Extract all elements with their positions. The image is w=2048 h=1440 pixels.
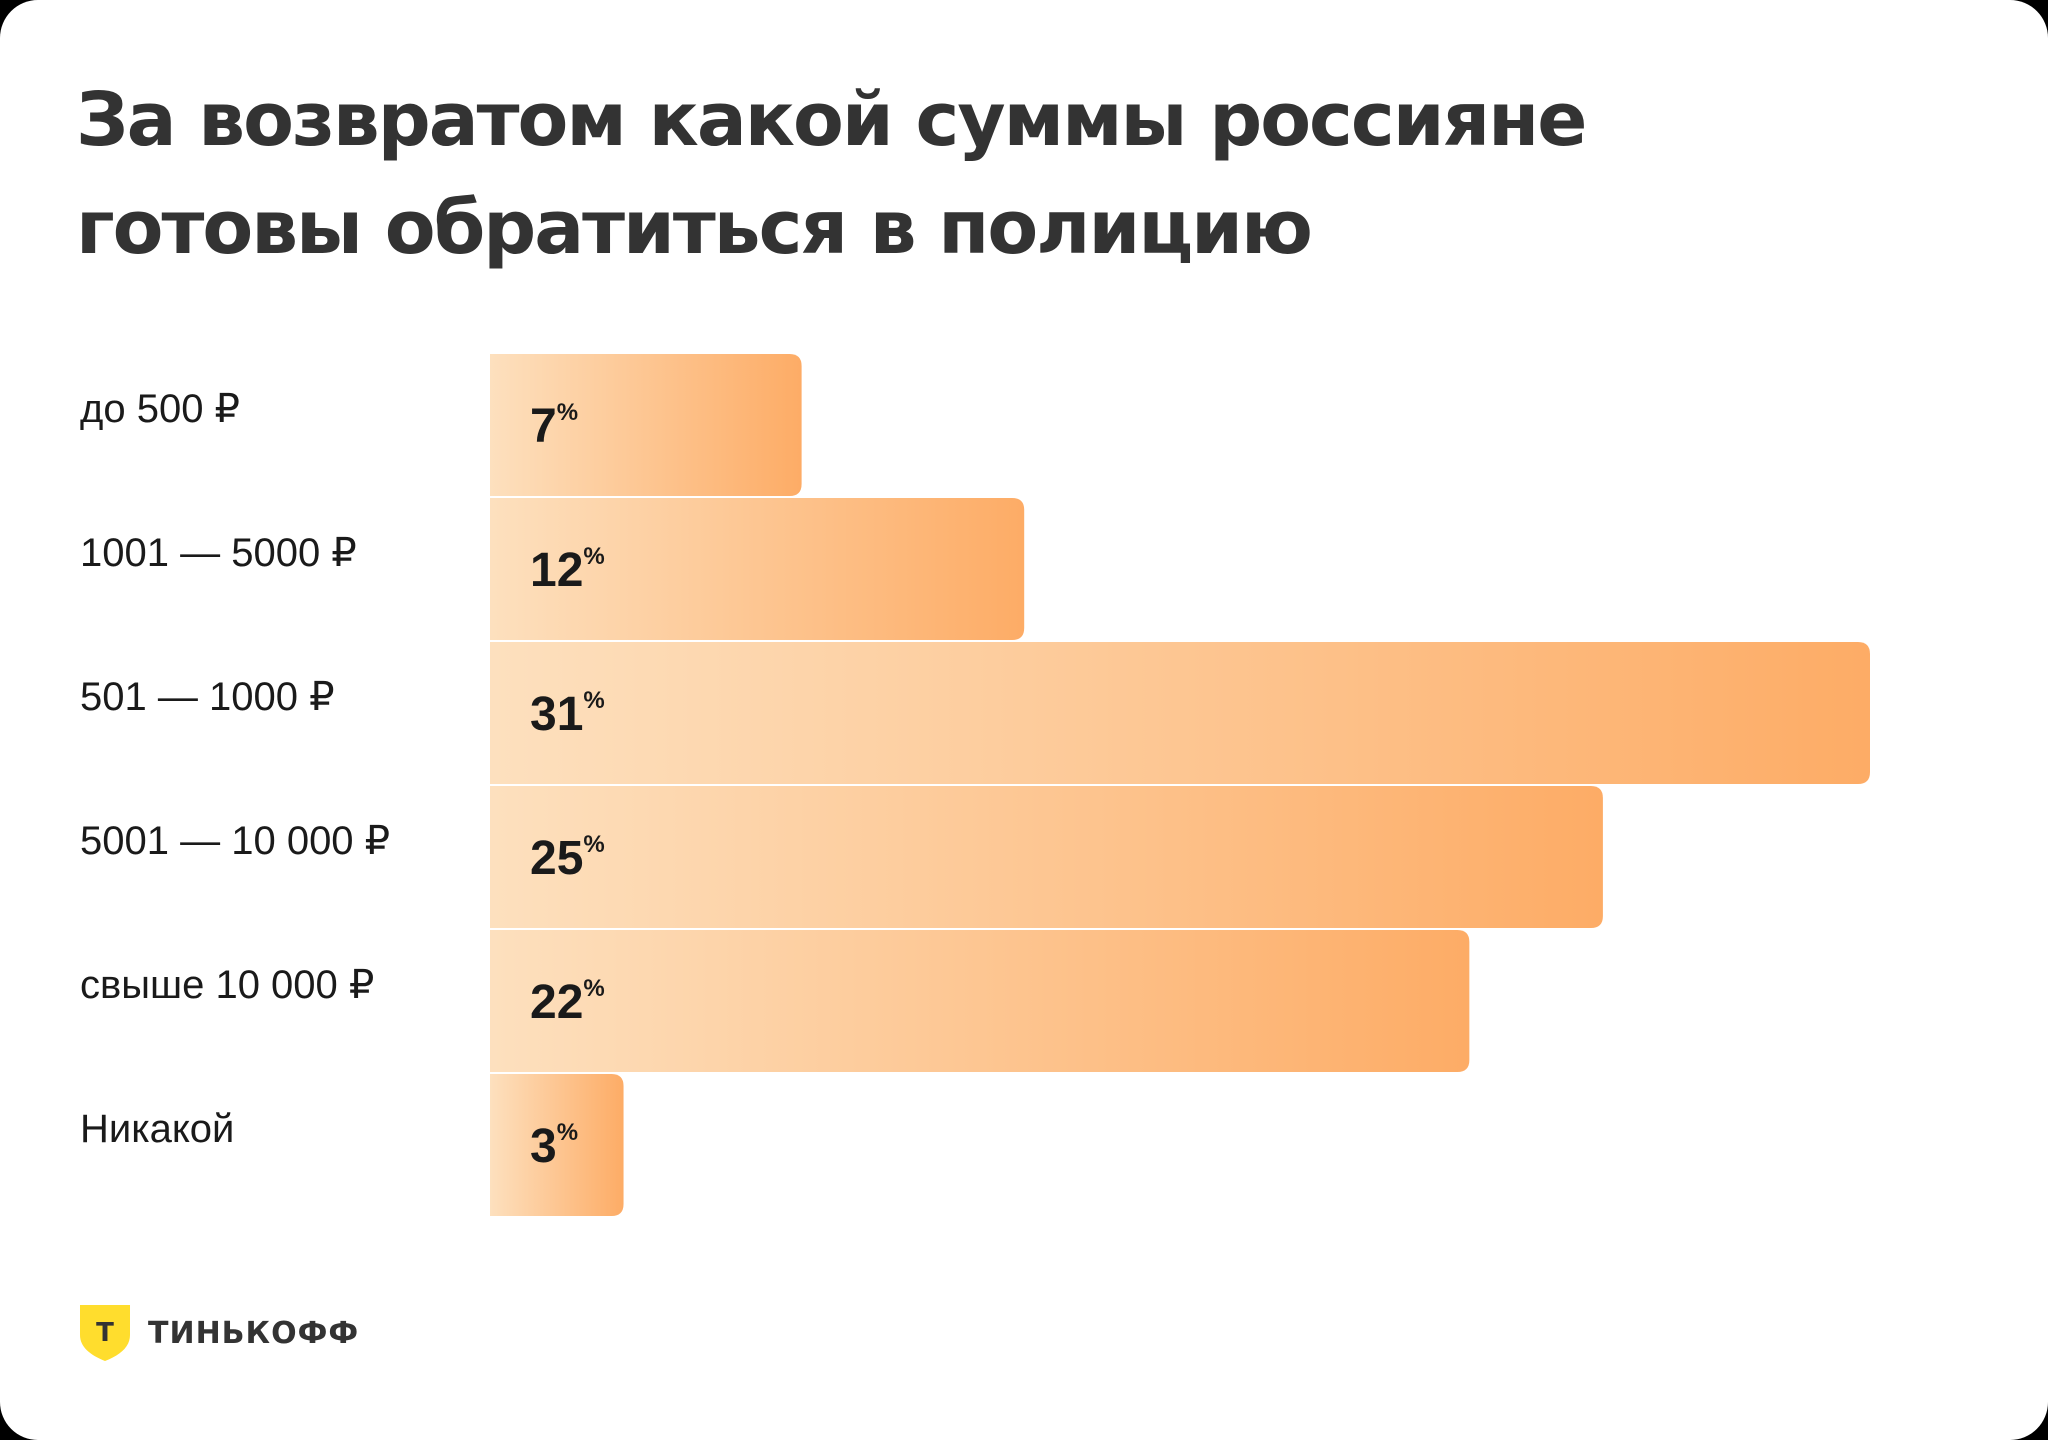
category-label: до 500 ₽ <box>80 387 240 431</box>
bars-layer: до 500 ₽ 7% 1001 — 5000 ₽ 12% 501 — 1000 ₽ 31… <box>80 354 1870 1216</box>
shield-letter: Т <box>96 1318 114 1348</box>
bar <box>490 1074 624 1216</box>
category-label: 501 — 1000 ₽ <box>80 675 335 719</box>
bar <box>490 786 1603 928</box>
bar-row: Никакой 3% <box>80 1074 624 1216</box>
data-label: 7% <box>530 399 578 453</box>
data-label: 25% <box>530 831 605 885</box>
bar-row: свыше 10 000 ₽ 22% <box>80 930 1470 1072</box>
chart-title: За возвратом какой суммы россияне готовы… <box>76 66 1876 282</box>
brand-logo: Т ТИНЬКОФФ <box>80 1305 359 1361</box>
bar-row: 501 — 1000 ₽ 31% <box>80 642 1870 784</box>
data-label: 3% <box>530 1119 578 1173</box>
category-label: 5001 — 10 000 ₽ <box>80 819 390 863</box>
shield-logo-icon: Т <box>80 1305 130 1361</box>
chart-title-line-2: готовы обратиться в полицию <box>76 185 1313 271</box>
data-label: 31% <box>530 687 605 741</box>
bar-row: 5001 — 10 000 ₽ 25% <box>80 786 1603 928</box>
bar-row: 1001 — 5000 ₽ 12% <box>80 498 1025 640</box>
data-label: 22% <box>530 975 605 1029</box>
bar <box>490 930 1470 1072</box>
bar-row: до 500 ₽ 7% <box>80 354 802 496</box>
bar <box>490 498 1025 640</box>
category-label: Никакой <box>80 1107 234 1151</box>
brand-name: ТИНЬКОФФ <box>148 1315 360 1351</box>
data-label: 12% <box>530 543 605 597</box>
chart-title-line-1: За возвратом какой суммы россияне <box>76 77 1587 163</box>
category-label: свыше 10 000 ₽ <box>80 963 374 1007</box>
bar <box>490 354 802 496</box>
category-label: 1001 — 5000 ₽ <box>80 531 357 575</box>
bar <box>490 642 1870 784</box>
